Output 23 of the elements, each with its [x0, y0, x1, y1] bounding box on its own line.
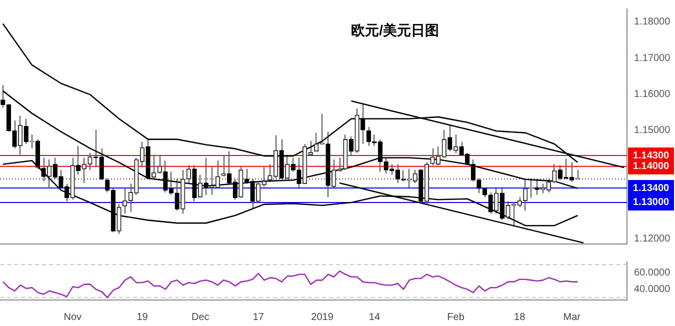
x-tick-label: Feb [447, 312, 465, 323]
y-tick-label: 1.15000 [634, 125, 671, 136]
text: 欧元/美元日图 [351, 22, 439, 38]
ref-line-label: 1.14300 [632, 150, 670, 162]
x-tick-label: Dec [191, 312, 210, 323]
y-tick-label: 1.16000 [634, 88, 671, 100]
y-tick-label: 40.0000 [634, 284, 671, 296]
y-tick-label: 1.12000 [634, 233, 671, 244]
y-tick-label: 1.18000 [634, 16, 671, 28]
x-tick-label: Mar [563, 312, 582, 323]
x-tick-label: 18 [514, 312, 526, 323]
candlestick [221, 156, 226, 176]
y-tick-label: 1.17000 [634, 52, 671, 64]
candlestick [30, 134, 34, 148]
x-tick-label: 14 [368, 312, 380, 323]
x-tick-label: 19 [136, 312, 148, 323]
ref-line-label: 1.14000 [632, 161, 670, 172]
y-tick-label: 60.0000 [634, 267, 671, 278]
x-tick-label: Nov [64, 312, 82, 323]
ref-line-label: 1.13400 [632, 182, 670, 194]
x-tick-label: 2019 [311, 312, 334, 323]
x-tick-label: 17 [252, 312, 264, 323]
ref-line-label: 1.13000 [632, 197, 670, 208]
